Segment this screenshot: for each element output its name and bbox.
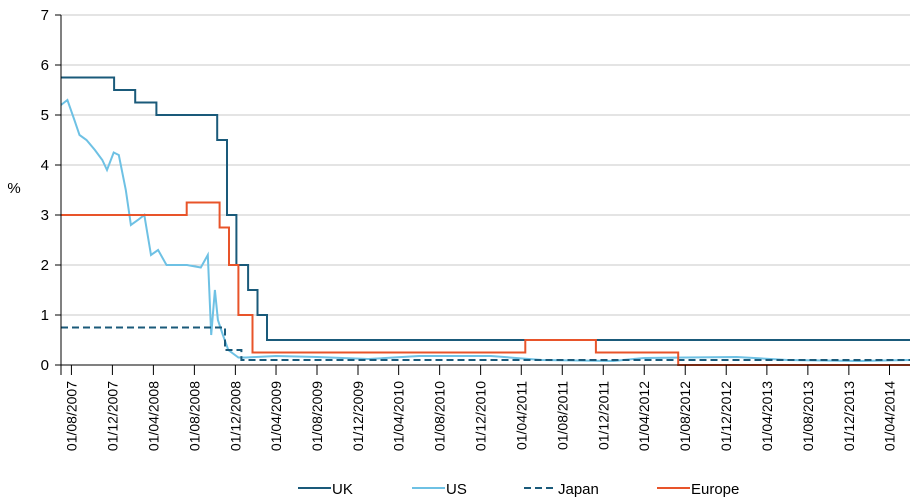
y-tick-label: 1 [41, 307, 49, 324]
x-tick-label: 01/12/2007 [104, 381, 120, 451]
legend-label-uk: UK [332, 481, 353, 498]
x-tick-label: 01/08/2008 [186, 381, 202, 451]
legend-label-japan: Japan [558, 481, 599, 498]
y-tick-label: 7 [41, 7, 49, 24]
legend-label-us: US [446, 481, 467, 498]
y-tick-label: 3 [41, 207, 49, 224]
x-tick-label: 01/04/2012 [636, 381, 652, 451]
legend: UK US Japan Europe [298, 481, 739, 498]
y-tick-label: 5 [41, 107, 49, 124]
x-tick-label: 01/04/2010 [391, 381, 407, 451]
y-axis-label: % [7, 180, 20, 197]
x-tick-label: 01/04/2013 [759, 381, 775, 451]
x-tick-label: 01/08/2013 [800, 381, 816, 451]
x-tick-label: 01/08/2007 [63, 381, 79, 451]
x-tick-label: 01/08/2011 [554, 381, 570, 450]
legend-label-europe: Europe [691, 481, 739, 498]
x-tick-label: 01/12/2013 [841, 381, 857, 451]
x-tick-label: 01/12/2009 [350, 381, 366, 451]
y-tick-label: 4 [41, 157, 49, 174]
x-tick-label: 01/08/2010 [432, 381, 448, 451]
series-line-uk [61, 76, 910, 341]
x-tick-label: 01/12/2010 [473, 381, 489, 451]
y-tick-label: 0 [41, 357, 49, 374]
y-tick-label: 6 [41, 57, 49, 74]
series-lines [60, 76, 911, 366]
x-tick-label: 01/12/2008 [227, 381, 243, 451]
series-line-us [60, 98, 911, 363]
x-tick-label: 01/12/2011 [595, 381, 611, 450]
series-line-japan [61, 326, 910, 361]
x-tick-label: 01/04/2008 [145, 381, 161, 451]
x-tick-label: 01/04/2011 [513, 381, 529, 450]
y-tick-label: 2 [41, 257, 49, 274]
x-tick-label: 01/08/2012 [677, 381, 693, 451]
x-tick-label: 01/04/2014 [882, 381, 898, 451]
x-tick-label: 01/04/2009 [268, 381, 284, 451]
x-tick-label: 01/12/2012 [718, 381, 734, 451]
x-tick-label: 01/08/2009 [309, 381, 325, 451]
axes: 0 1 2 3 4 5 6 7 01/08/2007 01/12/2007 01/04/2008 01… [41, 7, 910, 451]
series-line-europe [61, 201, 910, 366]
gridlines [61, 14, 910, 316]
